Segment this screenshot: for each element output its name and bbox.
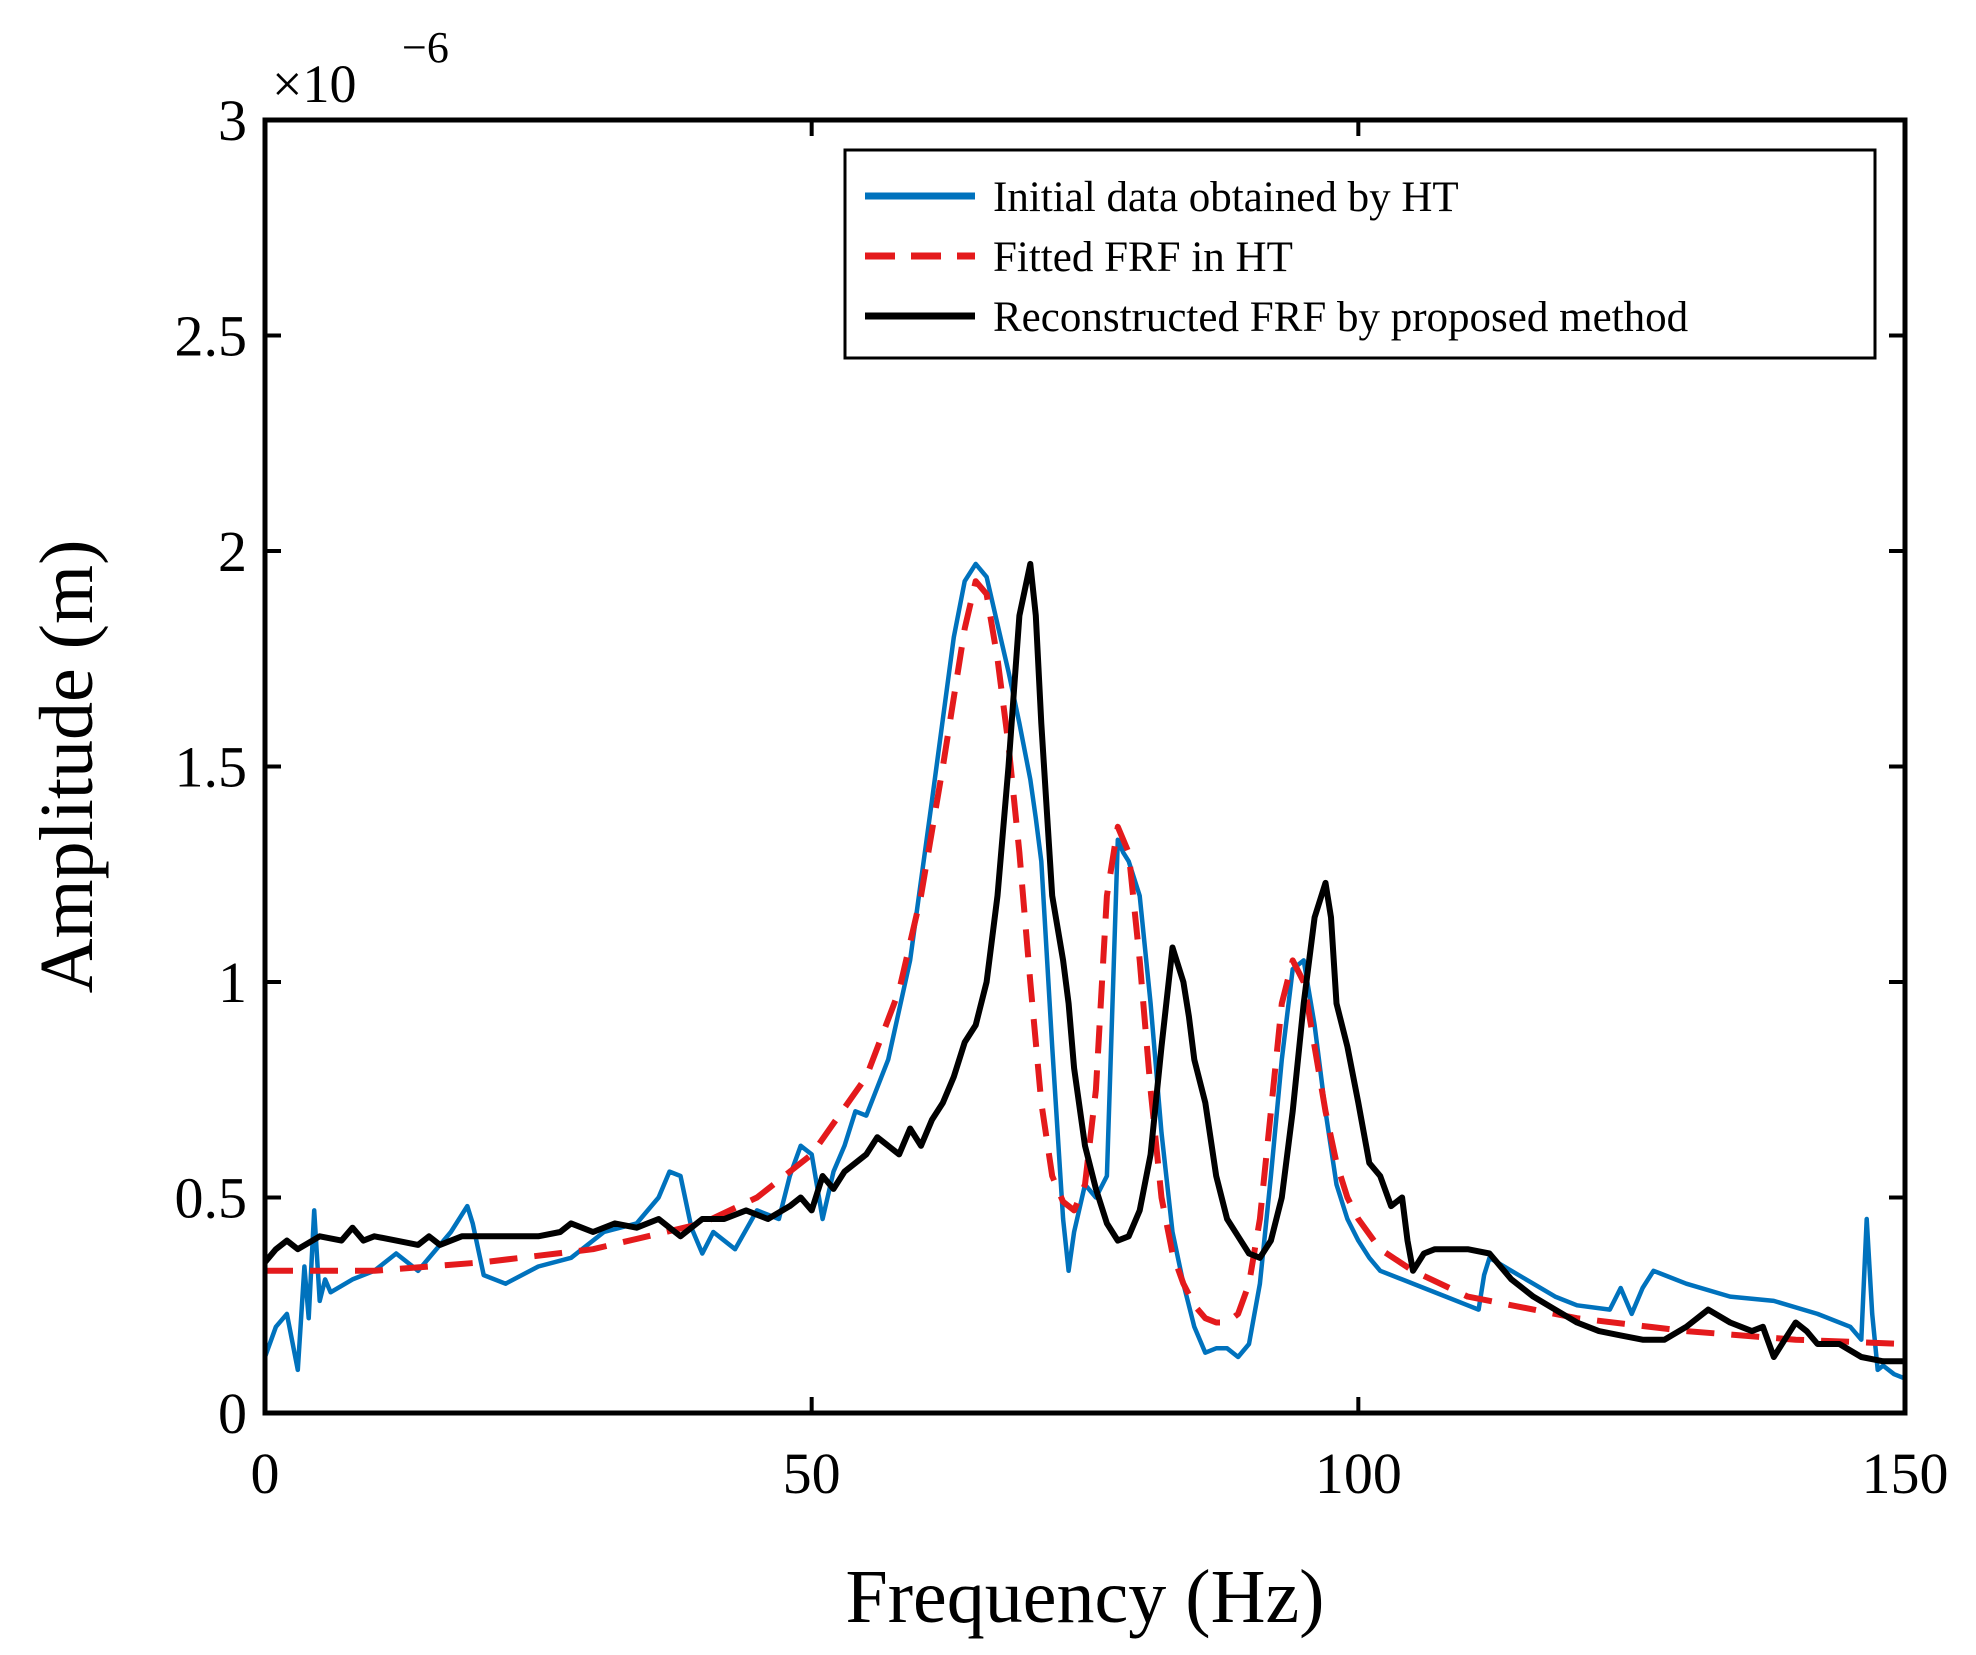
legend-label-2: Fitted FRF in HT	[993, 234, 1293, 281]
y-scale-base: ×10	[272, 54, 356, 114]
x-tick-label: 50	[783, 1441, 841, 1506]
legend-box	[843, 148, 1877, 360]
y-tick-label: 0.5	[175, 1166, 248, 1231]
legend-label-3: Reconstructed FRF by proposed method	[993, 294, 1688, 341]
y-tick-label: 1	[218, 950, 247, 1015]
axes-layer: 0 50 100 150 0 0.5 1 1.5 2 2.5 3 Frequency (Hz) Ampl…	[25, 23, 1949, 1639]
series-line-3	[265, 560, 1905, 1365]
y-tick-label: 0	[218, 1381, 247, 1446]
legend: Initial data obtained by HT Fitted FRF in…	[843, 148, 1877, 360]
x-tick-label: 150	[1862, 1441, 1949, 1506]
y-axis-title: Amplitude (m)	[25, 540, 109, 994]
x-tick-label: 100	[1315, 1441, 1402, 1506]
series-layer	[265, 560, 1905, 1381]
y-tick-label: 2	[218, 519, 247, 584]
x-axis-title: Frequency (Hz)	[845, 1555, 1324, 1639]
y-scale-exponent: −6	[402, 23, 449, 72]
y-tick-label: 3	[218, 88, 247, 153]
legend-label-1: Initial data obtained by HT	[993, 174, 1459, 221]
y-tick-label: 1.5	[175, 735, 248, 800]
series-line-2	[265, 578, 1905, 1347]
x-tick-label: 0	[251, 1441, 280, 1506]
y-tick-label: 2.5	[175, 304, 248, 369]
